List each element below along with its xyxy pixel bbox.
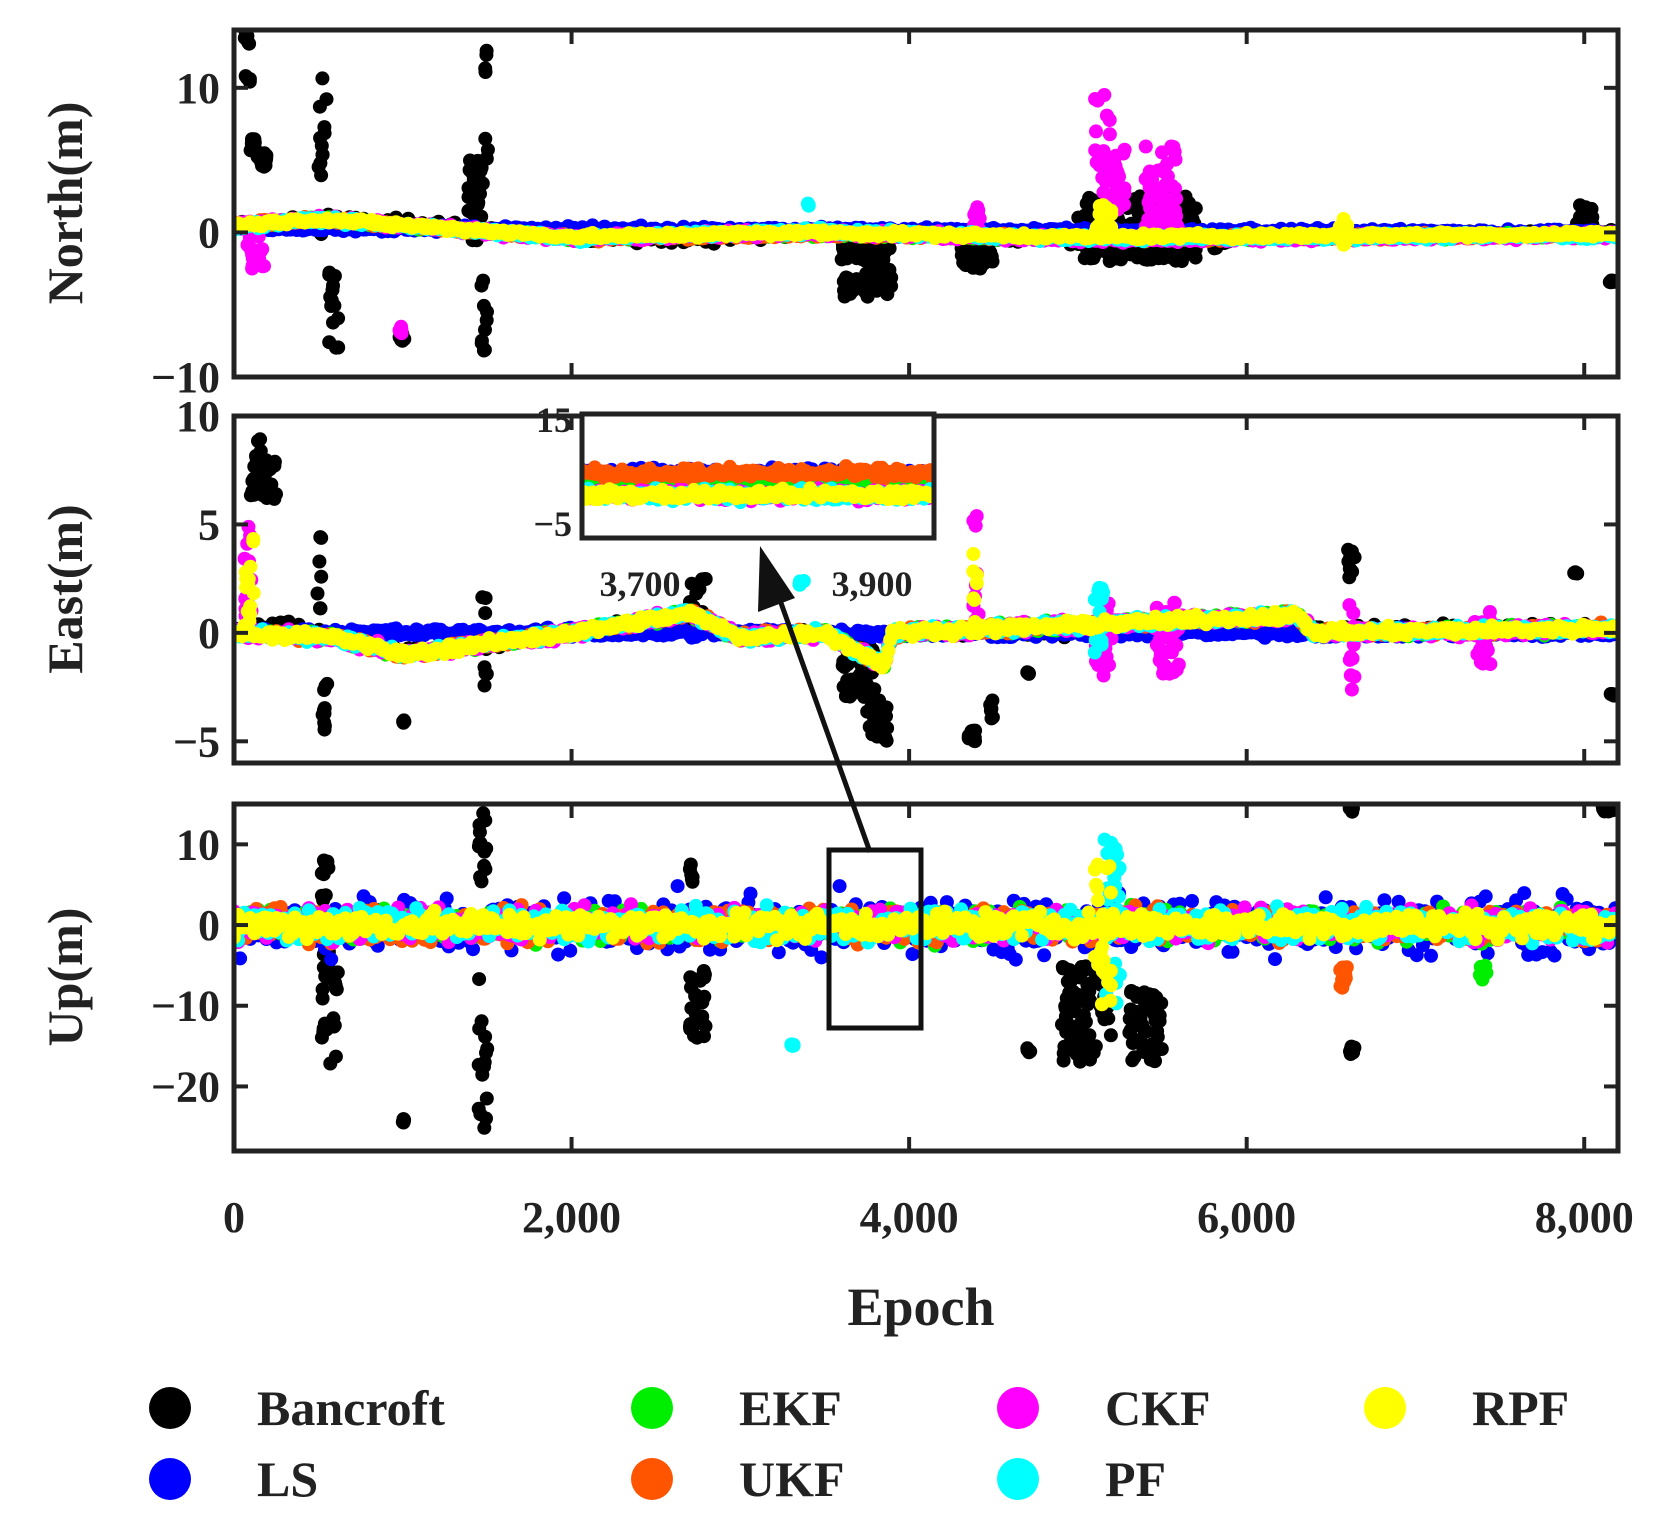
data-point: [1109, 177, 1124, 192]
data-point: [1108, 159, 1123, 174]
panel-north: −10 0 10 North(m): [37, 27, 1621, 402]
data-point: [839, 270, 854, 285]
data-point: [242, 36, 257, 51]
data-point: [478, 322, 492, 337]
data-point: [1142, 180, 1157, 195]
data-point: [326, 315, 340, 330]
data-point: [1089, 155, 1104, 170]
data-point: [315, 71, 330, 86]
data-point: [1097, 222, 1112, 237]
data-point: [1138, 139, 1153, 154]
data-point: [876, 252, 891, 267]
data-point: [1097, 88, 1112, 102]
y-tick-label: 10: [176, 64, 220, 113]
data-point: [473, 186, 487, 201]
data-point: [834, 252, 849, 267]
north-series-rpf: [234, 198, 1618, 252]
data-point: [860, 243, 875, 258]
data-point: [1169, 209, 1184, 224]
data-point: [839, 283, 854, 297]
data-point: [1169, 191, 1184, 206]
data-point: [1077, 251, 1092, 266]
data-point: [801, 197, 816, 212]
data-point: [967, 207, 982, 222]
data-point: [1165, 179, 1180, 193]
data-point: [478, 131, 493, 146]
data-point: [863, 282, 878, 297]
data-point: [1108, 148, 1123, 163]
data-point: [1141, 195, 1156, 210]
north-ylabel: North(m): [37, 102, 93, 305]
y-tick-label: −10: [151, 353, 220, 402]
data-point: [319, 92, 334, 107]
north-series-bancroft: [234, 30, 1618, 358]
data-point: [1168, 152, 1183, 167]
data-point: [1578, 200, 1593, 215]
data-point: [315, 147, 330, 162]
data-point: [478, 61, 493, 76]
data-point: [1093, 199, 1108, 213]
data-point: [479, 151, 494, 166]
data-point: [324, 299, 339, 313]
data-point: [462, 163, 477, 177]
y-tick-label: 0: [198, 208, 220, 257]
north-ticks: −10 0 10: [151, 30, 1618, 402]
data-point: [1604, 273, 1618, 288]
data-point: [1166, 140, 1181, 154]
data-point: [479, 43, 494, 58]
north-data-points: [234, 30, 1618, 358]
data-point: [313, 131, 328, 145]
data-point: [1338, 229, 1353, 244]
data-point: [1151, 163, 1166, 178]
data-point: [1175, 250, 1190, 265]
data-point: [322, 267, 337, 282]
data-point: [314, 168, 329, 183]
data-point: [240, 71, 255, 86]
data-point: [1099, 187, 1114, 202]
data-point: [965, 242, 980, 257]
data-point: [1089, 124, 1103, 139]
data-point: [256, 156, 271, 171]
data-point: [245, 134, 259, 149]
data-point: [880, 277, 895, 292]
data-point: [849, 272, 864, 287]
data-point: [476, 273, 491, 288]
data-point: [246, 259, 261, 274]
data-point: [1188, 201, 1203, 216]
data-point: [476, 298, 491, 313]
data-point: [1144, 252, 1159, 267]
data-point: [474, 336, 489, 351]
data-point: [1102, 127, 1117, 142]
north-axes-box: [231, 27, 1621, 380]
data-point: [257, 259, 271, 274]
data-point: [317, 120, 332, 135]
data-point: [1102, 113, 1117, 127]
east-data-points: [234, 432, 1618, 749]
data-point: [329, 340, 343, 355]
north-series-ckf: [234, 88, 1618, 341]
data-point: [240, 238, 255, 252]
data-point: [392, 323, 407, 338]
data-point: [1157, 207, 1172, 222]
data-point: [255, 242, 270, 257]
